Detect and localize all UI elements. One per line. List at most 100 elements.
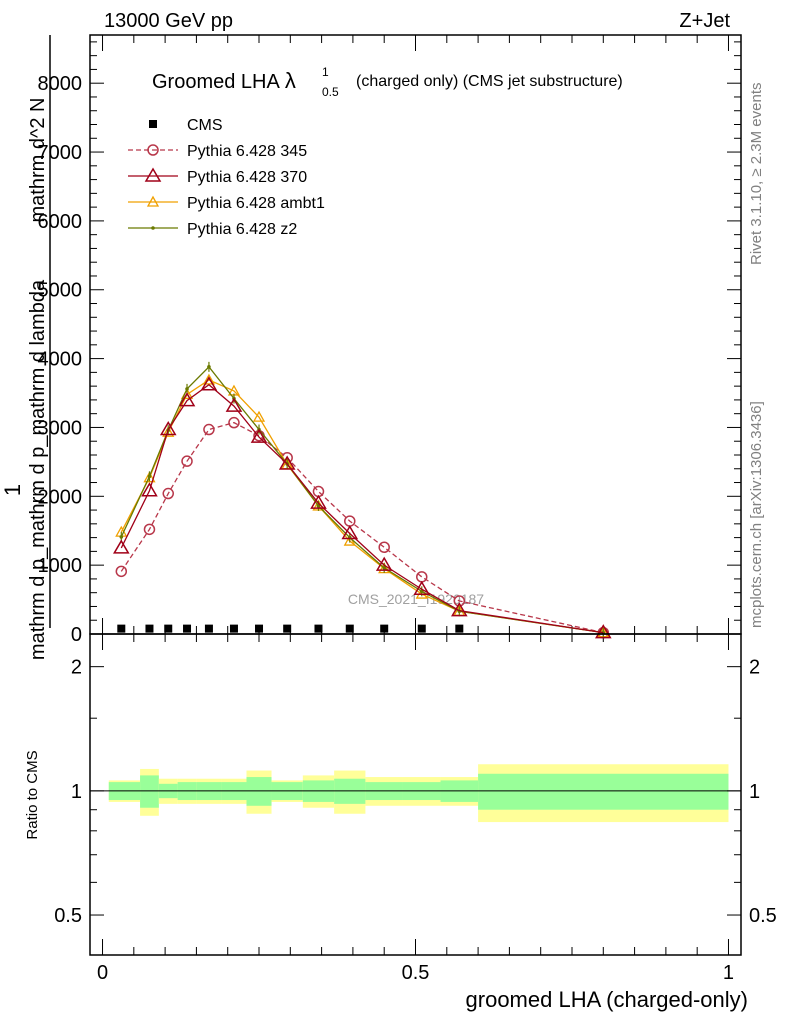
- series-line: [120, 383, 604, 634]
- pythia-ambt1-point: [252, 410, 266, 422]
- legend-entry: Pythia 6.428 ambt1: [128, 195, 325, 212]
- title-superscript: 1: [322, 65, 329, 79]
- pythia-ambt1-point: [146, 195, 160, 207]
- pythia-370-point: [451, 602, 468, 617]
- ratio-panel-frame: [89, 633, 742, 956]
- cms-data-point: [283, 624, 292, 633]
- ratio-band-green: [140, 775, 159, 808]
- pythia-z2-point: [119, 535, 124, 539]
- pythia-345-point: [147, 144, 159, 156]
- pythia-345-point: [416, 571, 428, 583]
- pythia-370-point: [310, 494, 327, 509]
- legend-label: Pythia 6.428 ambt1: [187, 195, 325, 212]
- legend-entry: CMS: [149, 117, 223, 134]
- ratio-tick-label: 1: [71, 781, 82, 803]
- y-tick-label: 1000: [38, 555, 83, 577]
- ratio-ylabel: Ratio to CMS: [24, 750, 41, 839]
- pythia-z2-point: [316, 504, 321, 508]
- pythia-370-point: [178, 392, 196, 407]
- pythia-370-point: [159, 421, 177, 436]
- header-left: 13000 GeV pp: [104, 10, 233, 32]
- pythia-345-point: [181, 455, 193, 467]
- title-text: Groomed LHA: [152, 71, 280, 93]
- y-tick-label: 3000: [38, 417, 83, 439]
- cms-data-point: [183, 624, 192, 633]
- ylabel-one: 1: [0, 484, 25, 496]
- cms-data-point: [149, 120, 157, 128]
- y-tick-label: 2000: [38, 486, 83, 508]
- pythia-370-point: [112, 539, 130, 554]
- ratio-tick-label: 0.5: [54, 905, 82, 927]
- y-tick-label: 8000: [38, 73, 83, 95]
- cms-data-point: [455, 624, 464, 633]
- pythia-345-point: [143, 523, 156, 536]
- pythia-370-point: [225, 397, 243, 412]
- pythia-345-point: [378, 541, 390, 553]
- cms-data-point: [145, 624, 154, 633]
- mcplots-note: mcplots.cern.ch [arXiv:1306.3436]: [748, 401, 765, 628]
- ratio-tick-label-right: 2: [749, 657, 760, 679]
- pythia-370-point: [144, 167, 162, 182]
- pythia-z2-point: [382, 566, 387, 570]
- header-right: Z+Jet: [679, 10, 730, 32]
- pythia-370-point: [413, 580, 431, 595]
- pythia-370-point: [141, 482, 158, 497]
- x-tick-label: 0: [97, 962, 108, 984]
- title-main: Groomed LHA λ: [152, 68, 296, 93]
- x-tick-labels: 0 0.5 1: [97, 962, 734, 984]
- legend-label: Pythia 6.428 370: [187, 169, 307, 186]
- cms-data-point: [314, 624, 323, 633]
- pythia-z2-point: [207, 365, 211, 369]
- cms-data-point: [255, 624, 264, 633]
- cms-data-point: [380, 624, 389, 633]
- ratio-axis-ticks: 0.5 0.5 1 1 2 2: [54, 657, 777, 927]
- ratio-bands: [90, 764, 741, 823]
- legend-label: CMS: [187, 117, 223, 134]
- pythia-345-point: [115, 565, 128, 578]
- cms-data-point: [417, 624, 426, 633]
- legend-label: Pythia 6.428 z2: [187, 221, 297, 238]
- series-layer: [112, 361, 612, 639]
- pythia-370-point: [341, 524, 359, 540]
- legend-label: Pythia 6.428 345: [187, 143, 307, 160]
- x-axis-label: groomed LHA (charged-only): [466, 987, 748, 1012]
- pythia-z2-point: [185, 387, 189, 391]
- series-line: [120, 421, 604, 634]
- analysis-watermark: CMS_2021_I1920187: [348, 591, 484, 607]
- pythia-ambt1-point: [143, 471, 156, 483]
- cms-data-point: [164, 624, 173, 633]
- pythia-ambt1-point: [202, 373, 216, 385]
- y-tick-label: 6000: [38, 211, 83, 233]
- pythia-z2-point: [147, 474, 152, 479]
- cms-data-point: [229, 624, 238, 633]
- title-rest: (charged only) (CMS jet substructure): [356, 73, 623, 90]
- rivet-note: Rivet 3.1.10, ≥ 2.3M events: [748, 83, 765, 266]
- pythia-z2-point: [151, 226, 155, 230]
- x-tick-label: 1: [723, 962, 734, 984]
- pythia-345-point: [162, 487, 174, 500]
- ylabel-denominator: mathrm d p_mathrm d p_mathrm d lambda: [27, 279, 49, 660]
- title-subscript: 0.5: [322, 85, 339, 99]
- cms-data-point: [345, 624, 354, 633]
- pythia-370-point: [250, 428, 268, 443]
- legend-entry: Pythia 6.428 z2: [128, 221, 297, 238]
- pythia-370-point: [594, 624, 612, 639]
- series-line: [120, 365, 604, 634]
- main-axis-ticks: 0 1000 2000 3000 4000 5000 6000 7000 8000: [38, 35, 741, 955]
- chart-title: Groomed LHA λ 1 0.5 (charged only) (CMS j…: [152, 65, 623, 99]
- series-cms: [117, 624, 464, 633]
- series-line: [120, 379, 604, 634]
- ratio-band-green: [478, 773, 729, 810]
- y-tick-label: 5000: [38, 280, 83, 302]
- legend-entry: Pythia 6.428 370: [128, 167, 307, 186]
- legend: CMS Pythia 6.428 345 Pythia 6.428 370 Pythi…: [128, 117, 325, 238]
- y-tick-label: 7000: [38, 142, 83, 164]
- cms-data-point: [204, 624, 213, 633]
- legend-entry: Pythia 6.428 345: [128, 143, 307, 160]
- pythia-345-point: [228, 416, 240, 429]
- ratio-band-green: [246, 777, 272, 806]
- ratio-tick-label-right: 1: [749, 781, 760, 803]
- ratio-tick-label-right: 0.5: [749, 905, 777, 927]
- ylabel-numerator: mathrm d^2 N: [27, 98, 49, 223]
- title-lambda: λ: [285, 68, 296, 93]
